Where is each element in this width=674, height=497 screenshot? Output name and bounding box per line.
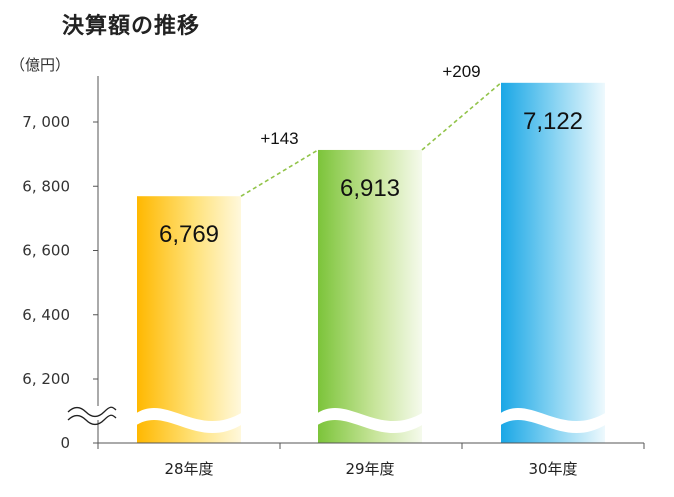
- difference-connector: [240, 149, 319, 197]
- bar-value-label: 6,913: [340, 175, 400, 202]
- axis-break-gap: [84, 406, 112, 420]
- y-tick-label: 6, 600: [22, 242, 70, 260]
- axis-break-band: [135, 408, 243, 434]
- bar-28年度: [137, 196, 241, 443]
- bar-value-label: 6,769: [159, 221, 219, 248]
- difference-label: +143: [260, 129, 298, 148]
- y-axis-unit-label: （億円）: [10, 56, 70, 74]
- axis-break-band: [499, 408, 607, 434]
- y-tick-label: 6, 800: [22, 177, 70, 195]
- axis-break-band: [316, 408, 424, 434]
- x-category-label: 29年度: [345, 460, 394, 478]
- bar-value-label: 7,122: [523, 108, 583, 135]
- y-tick-label: 7, 000: [22, 113, 70, 131]
- bar-29年度: [318, 149, 422, 444]
- axis-break-icon: [67, 414, 117, 426]
- y-tick-label: 6, 400: [22, 306, 70, 324]
- y-tick-label: 6, 200: [22, 370, 70, 388]
- chart-title: 決算額の推移: [62, 14, 201, 39]
- difference-connector: [421, 82, 502, 151]
- axis-break-icon: [67, 406, 117, 418]
- y-tick-label: 0: [60, 434, 70, 452]
- x-category-label: 28年度: [164, 460, 213, 478]
- difference-label: +209: [442, 62, 480, 81]
- bar-30年度: [501, 82, 605, 444]
- x-category-label: 30年度: [528, 460, 577, 478]
